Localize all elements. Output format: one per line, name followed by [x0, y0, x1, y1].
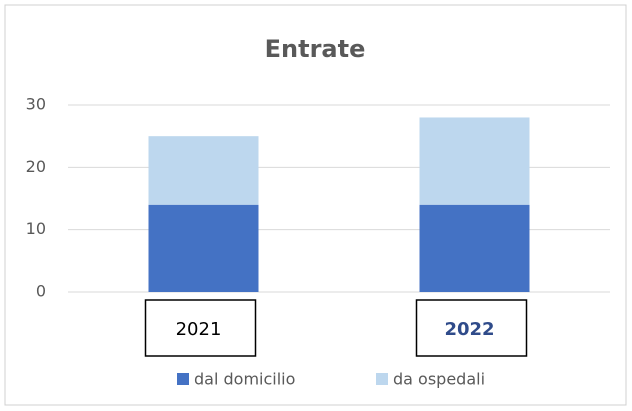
y-tick-label: 30 [26, 95, 46, 114]
x-tick-label: 2021 [176, 319, 222, 340]
legend-label: da ospedali [393, 370, 485, 389]
y-tick-label: 0 [36, 282, 46, 301]
category-box [415, 299, 528, 357]
bar-segment [148, 204, 259, 292]
legend-label: dal domicilio [194, 370, 295, 389]
bar-segment [419, 117, 530, 205]
bar-segment [419, 204, 530, 292]
chart-border [4, 4, 627, 406]
y-tick-label: 10 [26, 219, 46, 238]
y-tick-label: 20 [26, 157, 46, 176]
legend-swatch [376, 373, 388, 385]
legend-swatch [177, 373, 189, 385]
chart-title: Entrate [265, 35, 366, 63]
bar-segment [148, 136, 259, 205]
x-tick-label: 2022 [444, 319, 494, 340]
category-box [144, 299, 257, 357]
